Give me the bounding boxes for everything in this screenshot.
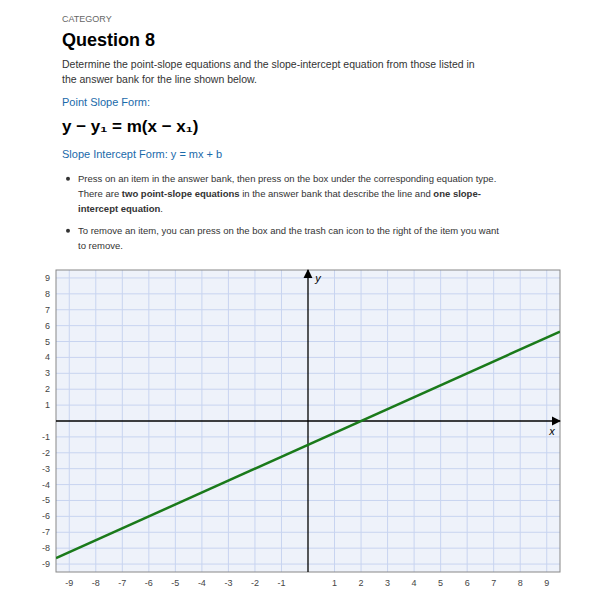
y-tick-label: -7 [42, 527, 50, 537]
annotation-segment: two point-slope equations [122, 188, 240, 199]
annotation-segment: Slope Intercept Form: y = mx + b [62, 148, 222, 160]
x-tick-label: 4 [412, 578, 417, 588]
x-tick-label: -1 [277, 578, 285, 588]
y-tick-label: 3 [45, 368, 50, 378]
x-tick-label: -9 [65, 578, 73, 588]
grid [56, 270, 560, 572]
annotation-segment: Press on an item in the answer bank, the… [78, 173, 496, 184]
y-tick-label: -2 [42, 448, 50, 458]
annotation-segment: intercept equation [78, 203, 161, 214]
x-tick-label: -8 [92, 578, 100, 588]
y-tick-label: -6 [42, 511, 50, 521]
x-tick-label: 2 [359, 578, 364, 588]
y-tick-label: 9 [45, 273, 50, 283]
y-tick-label: -1 [42, 432, 50, 442]
line [56, 332, 560, 559]
annotation: Slope Intercept Form: y = mx + b [62, 148, 222, 160]
annotation-segment: one slope- [433, 188, 481, 199]
y-axis-label: y [314, 272, 322, 284]
x-tick-label: 7 [491, 578, 496, 588]
x-tick-label: -4 [198, 578, 206, 588]
annotation-segment: y − y₁ = m(x − x₁) [62, 117, 198, 136]
annotation-segment: in the answer bank that describe the lin… [240, 188, 434, 199]
y-tick-label: 7 [45, 305, 50, 315]
y-tick-label: 2 [45, 384, 50, 394]
annotation: There are two point-slope equations in t… [78, 188, 481, 199]
y-tick-label: -4 [42, 480, 50, 490]
annotation-segment: to remove. [78, 240, 123, 251]
x-tick-label: -7 [118, 578, 126, 588]
x-tick-label: -6 [145, 578, 153, 588]
x-tick-label: 5 [438, 578, 443, 588]
annotation: CATEGORY [62, 14, 112, 24]
x-tick-label: 8 [518, 578, 523, 588]
annotation-segment: CATEGORY [62, 14, 112, 24]
y-axis [307, 270, 308, 572]
page: Question 8 CATEGORY Determine the point-sl… [0, 0, 615, 600]
y-tick-label: 8 [45, 289, 50, 299]
x-tick-label: -3 [224, 578, 232, 588]
x-tick-label: 6 [465, 578, 470, 588]
x-tick-label: -2 [251, 578, 259, 588]
y-tick-label: -5 [42, 495, 50, 505]
annotation-segment: . [160, 203, 163, 214]
y-tick-label: -9 [42, 559, 50, 569]
annotation-segment: the answer bank for the line shown below… [62, 73, 257, 85]
annotation: Determine the point-slope equations and … [62, 58, 475, 70]
y-tick-label: -3 [42, 464, 50, 474]
bullet [66, 177, 70, 181]
bullet [66, 229, 70, 233]
y-tick-label: 5 [45, 337, 50, 347]
annotation: Press on an item in the answer bank, the… [78, 173, 496, 184]
x-axis-label: x [548, 425, 555, 437]
annotation-segment: To remove an item, you can press on the … [78, 225, 499, 236]
annotation: the answer bank for the line shown below… [62, 73, 257, 85]
annotation: intercept equation. [78, 203, 163, 214]
data [56, 332, 560, 559]
plot-background [56, 270, 560, 572]
annotation: To remove an item, you can press on the … [78, 225, 499, 236]
tick-labels: -9 -8 -7 -6 -5 -4 -3 -2 -1 1 2 3 4 5 6 7 8 9 -9 -8 -7 -6 -5 -4 -… [42, 273, 549, 588]
annotation: Point Slope Form: [62, 96, 153, 108]
x-tick-label: 3 [385, 578, 390, 588]
y-tick-label: 4 [45, 352, 50, 362]
y-tick-label: 1 [45, 400, 50, 410]
x-tick-label: 1 [332, 578, 337, 588]
annotation-segment: Determine the point-slope equations and … [62, 58, 475, 70]
y-tick-label: 6 [45, 321, 50, 331]
annotation: y − y₁ = m(x − x₁) [62, 117, 198, 136]
plot-frame [56, 270, 560, 572]
annotation-segment: Point Slope Form: [62, 96, 153, 108]
x-tick-label: 9 [544, 578, 549, 588]
x-tick-label: -5 [171, 578, 179, 588]
annotation-segment: There are [78, 188, 122, 199]
annotation: to remove. [78, 240, 123, 251]
title: Question 8 [62, 30, 155, 50]
y-tick-label: -8 [42, 543, 50, 553]
